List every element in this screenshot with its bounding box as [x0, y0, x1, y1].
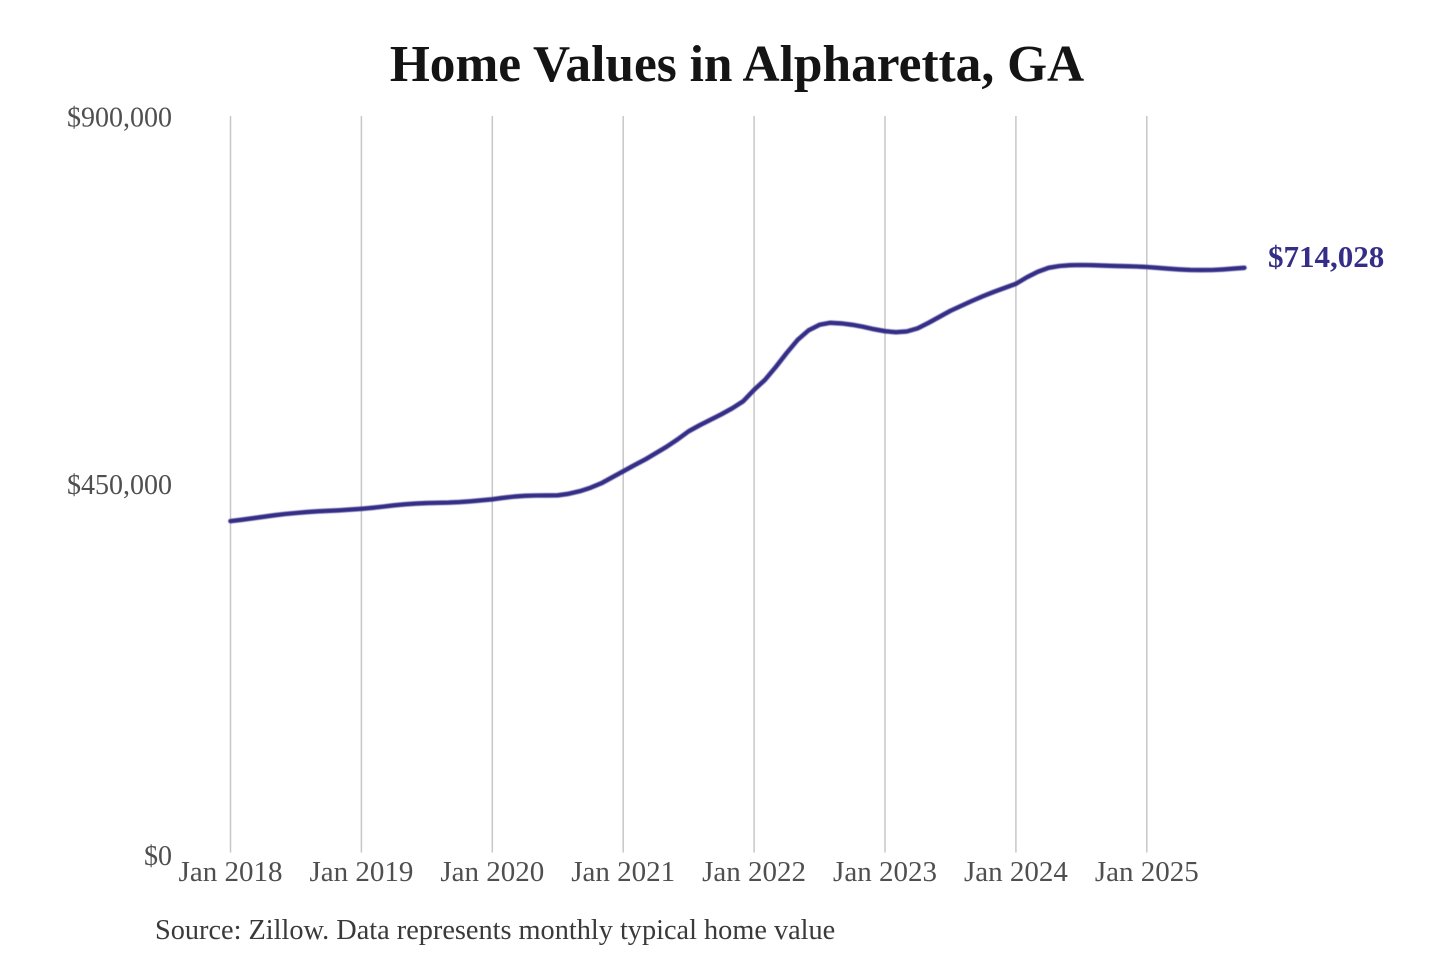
svg-text:Jan 2020: Jan 2020: [440, 856, 544, 888]
svg-text:Jan 2023: Jan 2023: [833, 856, 937, 888]
svg-text:$714,028: $714,028: [1268, 239, 1384, 274]
svg-text:Source: Zillow. Data represent: Source: Zillow. Data represents monthly …: [155, 915, 835, 946]
svg-text:Home Values in Alpharetta, GA: Home Values in Alpharetta, GA: [390, 36, 1084, 93]
svg-text:Jan 2024: Jan 2024: [964, 856, 1068, 888]
svg-text:Jan 2018: Jan 2018: [179, 856, 283, 888]
svg-text:Jan 2025: Jan 2025: [1095, 856, 1199, 888]
svg-text:$900,000: $900,000: [67, 102, 172, 133]
svg-text:Jan 2019: Jan 2019: [309, 856, 413, 888]
svg-text:Jan 2022: Jan 2022: [702, 856, 806, 888]
svg-text:$0: $0: [144, 841, 172, 872]
svg-text:$450,000: $450,000: [67, 470, 172, 501]
svg-text:Jan 2021: Jan 2021: [571, 856, 675, 888]
